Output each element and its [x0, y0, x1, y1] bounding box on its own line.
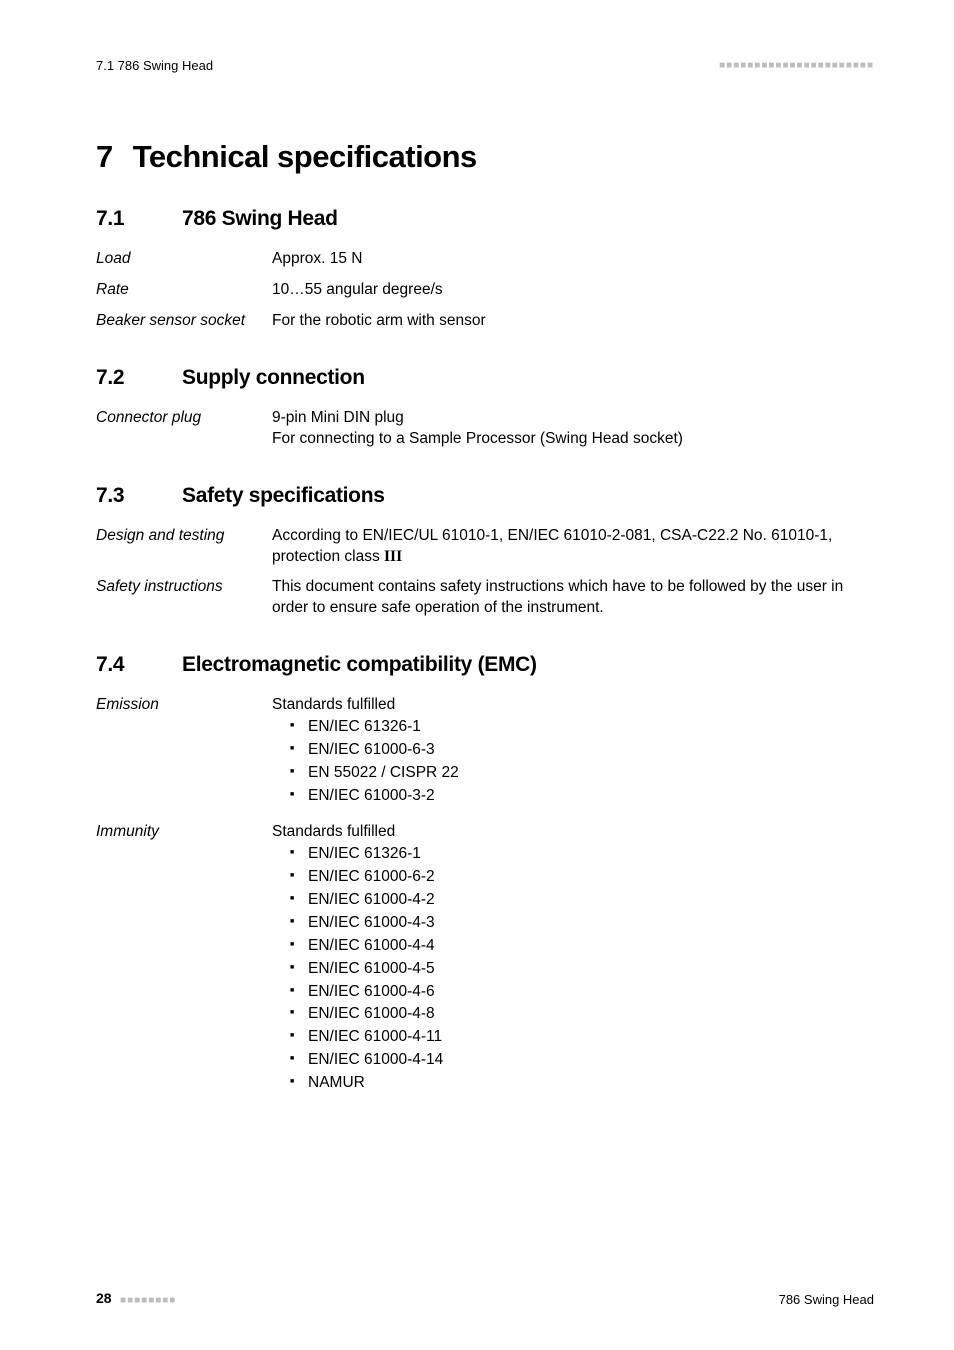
list-item: EN/IEC 61000-4-5: [290, 958, 874, 981]
section-name: 786 Swing Head: [182, 207, 338, 230]
spec-label: Load: [96, 249, 272, 270]
spec-label: Emission: [96, 695, 272, 716]
section-number: 7.4: [96, 653, 182, 677]
header-dots: ■■■■■■■■■■■■■■■■■■■■■■: [719, 60, 874, 71]
footer-doc-title: 786 Swing Head: [779, 1292, 874, 1307]
chapter-title: 7 Technical specifications: [96, 139, 874, 175]
section-title: 7.3Safety specifications: [96, 484, 874, 508]
list-item: EN 55022 / CISPR 22: [290, 762, 874, 785]
spec-label: Rate: [96, 280, 272, 301]
chapter-number: 7: [96, 139, 113, 174]
spec-label: Safety instructions: [96, 577, 272, 598]
section-number: 7.2: [96, 366, 182, 390]
section-name: Supply connection: [182, 366, 365, 389]
spec-row: Safety instructions This document contai…: [96, 577, 874, 619]
spec-value-line2: For connecting to a Sample Processor (Sw…: [272, 429, 874, 450]
spec-value: 9-pin Mini DIN plug For connecting to a …: [272, 408, 874, 450]
spec-row: Rate 10…55 angular degree/s: [96, 280, 874, 301]
section-7-2: 7.2Supply connection Connector plug 9-pi…: [96, 366, 874, 450]
section-title: 7.2Supply connection: [96, 366, 874, 390]
list-item: EN/IEC 61000-4-8: [290, 1003, 874, 1026]
list-item: EN/IEC 61000-4-6: [290, 981, 874, 1004]
protection-class-roman: III: [384, 548, 402, 565]
spec-value-text: According to EN/IEC/UL 61010-1, EN/IEC 6…: [272, 527, 832, 565]
footer-left: 28 ■■■■■■■■: [96, 1290, 176, 1308]
spec-label: Beaker sensor socket: [96, 311, 272, 332]
section-title: 7.1786 Swing Head: [96, 207, 874, 231]
running-header: 7.1 786 Swing Head ■■■■■■■■■■■■■■■■■■■■■…: [96, 58, 874, 73]
section-7-4: 7.4Electromagnetic compatibility (EMC) E…: [96, 653, 874, 1095]
list-item: EN/IEC 61000-4-3: [290, 912, 874, 935]
footer-dots: ■■■■■■■■: [120, 1295, 176, 1306]
list-item: EN/IEC 61000-6-2: [290, 866, 874, 889]
section-number: 7.1: [96, 207, 182, 231]
section-7-3: 7.3Safety specifications Design and test…: [96, 484, 874, 620]
list-item: EN/IEC 61000-4-4: [290, 935, 874, 958]
spec-label: Immunity: [96, 822, 272, 843]
spec-value: According to EN/IEC/UL 61010-1, EN/IEC 6…: [272, 526, 874, 568]
standards-heading: Standards fulfilled: [272, 822, 874, 843]
header-section-ref: 7.1 786 Swing Head: [96, 58, 213, 73]
page-number: 28: [96, 1290, 112, 1306]
spec-value: Standards fulfilled EN/IEC 61326-1 EN/IE…: [272, 822, 874, 1095]
list-item: EN/IEC 61000-4-2: [290, 889, 874, 912]
spec-value: This document contains safety instructio…: [272, 577, 874, 619]
spec-value: 10…55 angular degree/s: [272, 280, 874, 301]
section-7-1: 7.1786 Swing Head Load Approx. 15 N Rate…: [96, 207, 874, 332]
spec-value-line1: 9-pin Mini DIN plug: [272, 409, 404, 426]
section-title: 7.4Electromagnetic compatibility (EMC): [96, 653, 874, 677]
chapter-name: Technical specifications: [133, 139, 477, 174]
spec-row: Design and testing According to EN/IEC/U…: [96, 526, 874, 568]
list-item: EN/IEC 61326-1: [290, 716, 874, 739]
spec-row: Immunity Standards fulfilled EN/IEC 6132…: [96, 822, 874, 1095]
list-item: NAMUR: [290, 1072, 874, 1095]
section-name: Electromagnetic compatibility (EMC): [182, 653, 537, 676]
spec-row: Connector plug 9-pin Mini DIN plug For c…: [96, 408, 874, 450]
section-number: 7.3: [96, 484, 182, 508]
list-item: EN/IEC 61000-3-2: [290, 785, 874, 808]
list-item: EN/IEC 61000-4-14: [290, 1049, 874, 1072]
spec-value: For the robotic arm with sensor: [272, 311, 874, 332]
spec-label: Design and testing: [96, 526, 272, 547]
list-item: EN/IEC 61000-4-11: [290, 1026, 874, 1049]
spec-value: Approx. 15 N: [272, 249, 874, 270]
list-item: EN/IEC 61000-6-3: [290, 739, 874, 762]
spec-label: Connector plug: [96, 408, 272, 429]
standards-heading: Standards fulfilled: [272, 695, 874, 716]
standards-list: EN/IEC 61326-1 EN/IEC 61000-6-2 EN/IEC 6…: [272, 843, 874, 1095]
spec-row: Beaker sensor socket For the robotic arm…: [96, 311, 874, 332]
spec-row: Emission Standards fulfilled EN/IEC 6132…: [96, 695, 874, 808]
standards-list: EN/IEC 61326-1 EN/IEC 61000-6-3 EN 55022…: [272, 716, 874, 808]
spec-value: Standards fulfilled EN/IEC 61326-1 EN/IE…: [272, 695, 874, 808]
section-name: Safety specifications: [182, 484, 385, 507]
spec-row: Load Approx. 15 N: [96, 249, 874, 270]
list-item: EN/IEC 61326-1: [290, 843, 874, 866]
page-footer: 28 ■■■■■■■■ 786 Swing Head: [96, 1290, 874, 1308]
